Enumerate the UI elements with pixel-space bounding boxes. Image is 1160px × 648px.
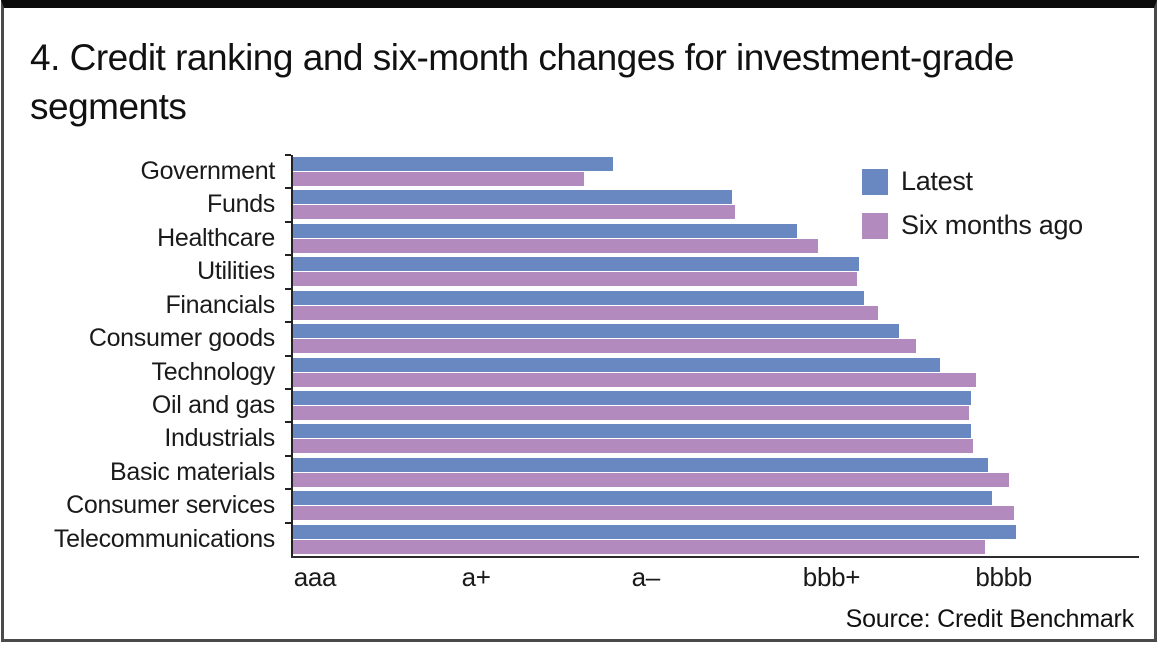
bar-six-months-ago xyxy=(293,372,977,387)
x-axis-tick-label: a+ xyxy=(461,562,491,592)
source-credit: Source: Credit Benchmark xyxy=(845,605,1135,633)
bar-row xyxy=(285,321,1137,355)
bar-row xyxy=(285,488,1137,522)
legend-label: Six months ago xyxy=(901,210,1083,240)
category-label: Technology xyxy=(151,357,276,386)
y-axis-tick xyxy=(285,321,291,324)
bar-row xyxy=(285,387,1137,422)
y-axis-tick xyxy=(285,521,291,524)
bar-latest xyxy=(293,524,1016,539)
bar-latest xyxy=(293,357,940,372)
category-label: Consumer services xyxy=(66,491,275,520)
legend-item: Latest xyxy=(862,166,1083,196)
bar-six-months-ago xyxy=(293,539,985,554)
x-axis-tick-label: a– xyxy=(631,562,661,592)
bar-latest xyxy=(293,491,992,506)
bar-row xyxy=(285,421,1137,455)
bar-row xyxy=(285,154,1137,188)
y-axis-tick xyxy=(285,187,291,190)
category-label: Basic materials xyxy=(110,457,275,486)
x-axis-tick-label: bbb+ xyxy=(802,562,861,592)
category-label: Government xyxy=(140,157,275,185)
bar-latest xyxy=(293,324,899,339)
bar-six-months-ago xyxy=(293,439,973,454)
bar-row xyxy=(285,354,1137,389)
bar-row xyxy=(285,187,1137,221)
bar-six-months-ago xyxy=(293,405,970,420)
y-axis-tick xyxy=(285,488,291,491)
bar-six-months-ago xyxy=(293,238,818,253)
legend-label: Latest xyxy=(901,166,973,196)
bar-six-months-ago xyxy=(293,272,858,287)
bar-six-months-ago xyxy=(293,172,584,186)
legend-swatch-icon xyxy=(862,212,888,239)
chart-title: 4. Credit ranking and six-month changes … xyxy=(30,37,1014,127)
bar-latest xyxy=(293,257,860,272)
bar-latest xyxy=(293,390,971,405)
bar-row xyxy=(285,454,1137,489)
bar-latest xyxy=(293,190,732,205)
legend: Latest Six months ago xyxy=(862,166,1083,256)
category-label: Telecommunications xyxy=(53,524,275,553)
bar-six-months-ago xyxy=(293,305,879,320)
bar-latest xyxy=(293,457,989,472)
y-axis-tick xyxy=(285,287,291,290)
category-label: Consumer goods xyxy=(88,324,275,353)
category-label: Funds xyxy=(207,190,275,219)
bar-latest xyxy=(293,290,865,305)
y-axis-tick xyxy=(285,421,291,424)
category-label: Financials xyxy=(165,290,275,319)
legend-swatch-icon xyxy=(862,168,888,195)
bar-six-months-ago xyxy=(293,205,736,220)
bar-row xyxy=(285,254,1137,288)
plot-area xyxy=(285,154,1137,556)
bar-six-months-ago xyxy=(293,472,1009,487)
category-label: Oil and gas xyxy=(151,390,275,419)
bar-row xyxy=(285,220,1137,255)
x-axis-tick-labels: aaa a+ a– bbb+ bbbb xyxy=(293,562,1137,596)
legend-item: Six months ago xyxy=(862,210,1083,240)
y-axis-tick xyxy=(285,354,291,357)
x-axis-tick-label: aaa xyxy=(293,562,337,592)
x-axis-line xyxy=(291,556,1139,558)
y-axis-tick xyxy=(285,454,291,457)
category-label: Healthcare xyxy=(157,223,275,252)
bar-latest xyxy=(293,223,798,238)
bar-six-months-ago xyxy=(293,339,916,354)
category-label: Utilities xyxy=(197,257,275,286)
x-axis-tick-label: bbbb xyxy=(975,562,1032,592)
bar-latest xyxy=(293,424,971,439)
category-label: Industrials xyxy=(164,424,275,453)
y-axis-tick xyxy=(285,254,291,257)
bar-latest xyxy=(293,157,614,171)
y-axis-tick xyxy=(285,154,291,156)
bar-row xyxy=(285,287,1137,322)
y-axis-tick xyxy=(285,220,291,223)
y-axis-tick xyxy=(285,387,291,390)
bar-row xyxy=(285,521,1137,556)
bar-six-months-ago xyxy=(293,506,1014,521)
